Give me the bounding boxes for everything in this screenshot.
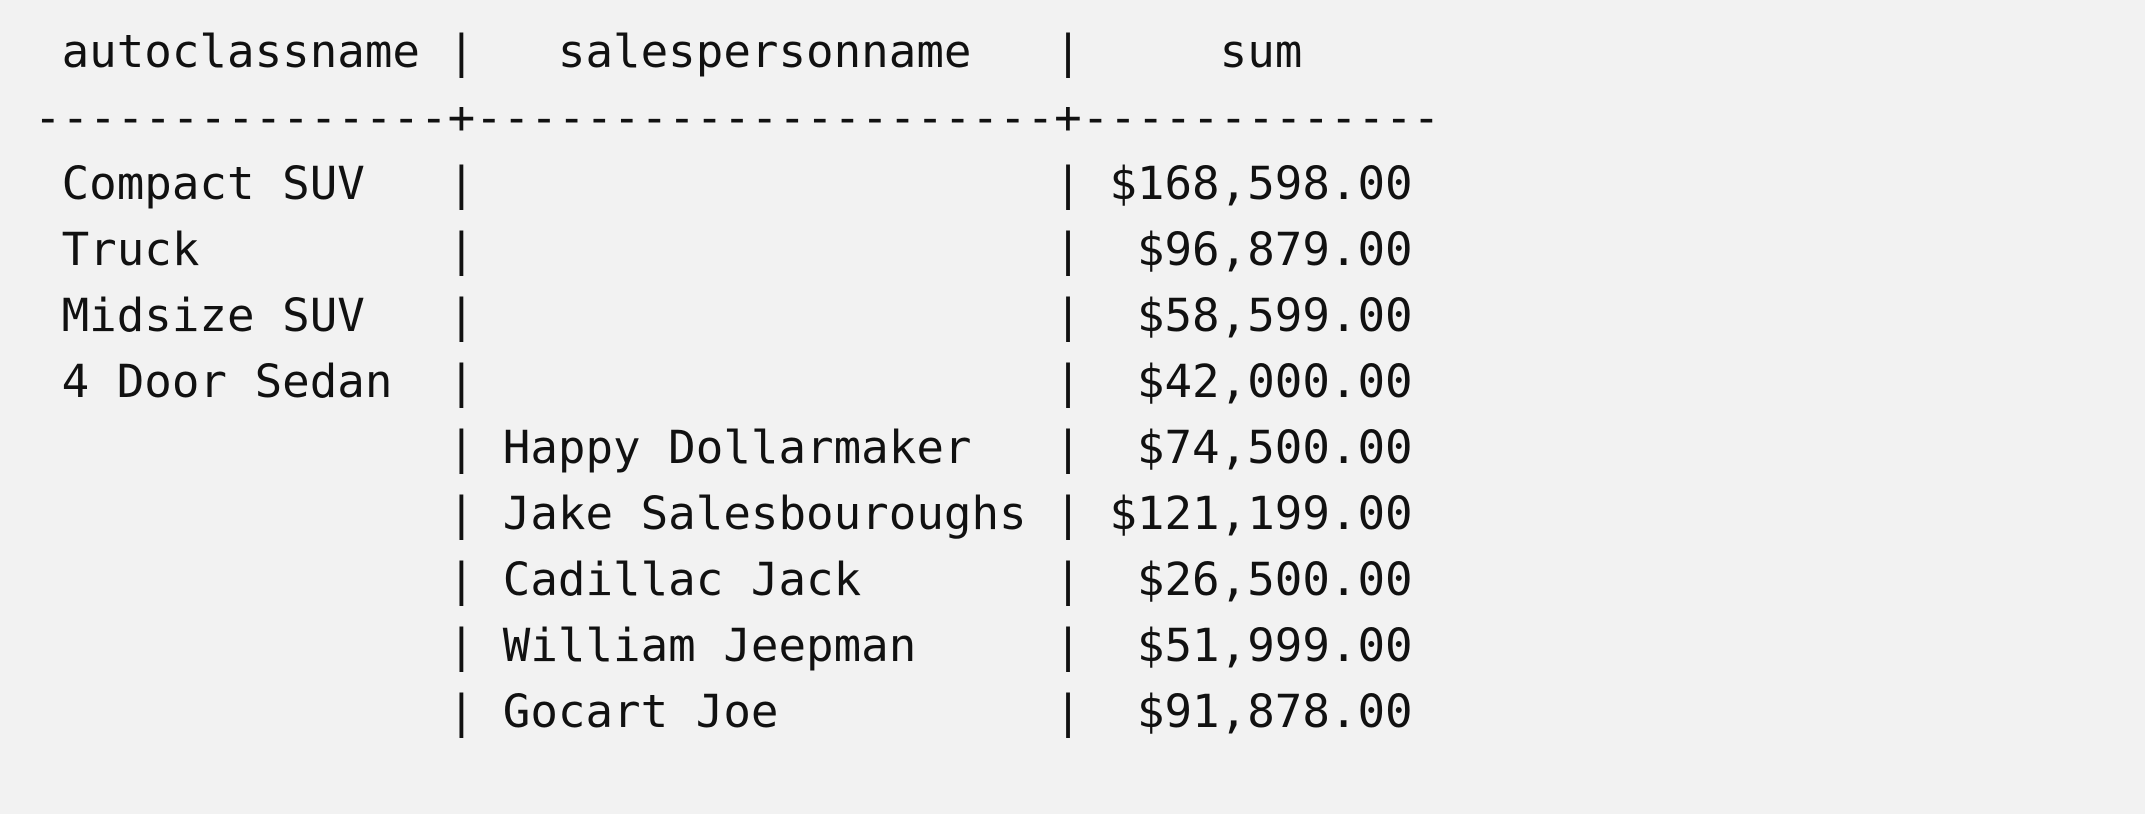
table-row: Compact SUV | | $168,598.00 <box>34 156 1413 210</box>
separator-line: ---------------+---------------------+--… <box>34 90 1441 144</box>
table-cell-sum: $168,598.00 <box>1081 156 1413 210</box>
table-row: | Jake Salesbouroughs | $121,199.00 <box>34 480 1440 546</box>
table-cell-autoclassname: Truck <box>34 222 448 276</box>
table-cell-autoclassname <box>34 420 448 474</box>
header-cell: autoclassname <box>34 24 448 78</box>
table-cell-salespersonname <box>475 288 1054 342</box>
table-cell-sum: $51,999.00 <box>1081 618 1413 672</box>
header-row: autoclassname | salespersonname | sum <box>34 24 1413 78</box>
header-cell: sum <box>1081 24 1413 78</box>
table-cell-autoclassname <box>34 552 448 606</box>
table-cell-sum: $121,199.00 <box>1081 486 1413 540</box>
table-row: Midsize SUV | | $58,599.00 <box>34 288 1413 342</box>
table-cell-salespersonname: Gocart Joe <box>475 684 1055 738</box>
query-result-table: autoclassname | salespersonname | sum --… <box>34 18 1440 744</box>
table-cell-autoclassname: Midsize SUV <box>34 288 448 342</box>
table-cell-salespersonname <box>475 222 1054 276</box>
table-cell-sum: $96,879.00 <box>1081 222 1413 276</box>
table-cell-salespersonname: Cadillac Jack <box>475 552 1055 606</box>
table-row: | Cadillac Jack | $26,500.00 <box>34 546 1440 612</box>
table-cell-sum: $58,599.00 <box>1081 288 1413 342</box>
table-cell-salespersonname <box>475 354 1054 408</box>
table-cell-salespersonname: Jake Salesbouroughs <box>475 486 1055 540</box>
header-cell: salespersonname <box>475 24 1055 78</box>
table-cell-autoclassname <box>34 684 448 738</box>
table-cell-autoclassname <box>34 486 448 540</box>
table-cell-sum: $74,500.00 <box>1081 420 1413 474</box>
table-cell-salespersonname: Happy Dollarmaker <box>475 420 1055 474</box>
table-cell-salespersonname: William Jeepman <box>475 618 1055 672</box>
table-cell-sum: $26,500.00 <box>1081 552 1413 606</box>
table-cell-sum: $42,000.00 <box>1081 354 1413 408</box>
table-cell-autoclassname <box>34 618 448 672</box>
table-row: | Happy Dollarmaker | $74,500.00 <box>34 414 1440 480</box>
table-row: | Gocart Joe | $91,878.00 <box>34 678 1440 744</box>
table-row: 4 Door Sedan | | $42,000.00 <box>34 354 1413 408</box>
table-row: Truck | | $96,879.00 <box>34 222 1413 276</box>
table-cell-sum: $91,878.00 <box>1081 684 1413 738</box>
table-cell-salespersonname <box>475 156 1054 210</box>
table-body: Compact SUV | | $168,598.00 Truck | | $9… <box>34 150 1440 744</box>
table-cell-autoclassname: 4 Door Sedan <box>34 354 448 408</box>
table-cell-autoclassname: Compact SUV <box>34 156 448 210</box>
table-row: | William Jeepman | $51,999.00 <box>34 612 1440 678</box>
